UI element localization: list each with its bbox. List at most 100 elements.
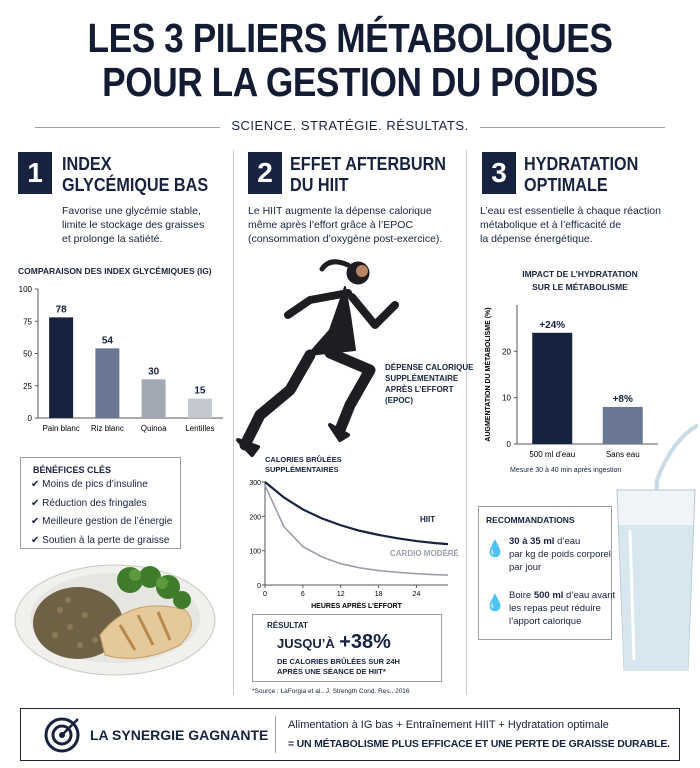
result-label: RÉSULTAT — [267, 621, 308, 630]
y-tick-label: 0 — [28, 414, 33, 423]
recommendation-line: d’eau — [557, 536, 581, 547]
x-tick-label: Quinoa — [141, 424, 167, 433]
annotation-line: SUPPLÉMENTAIRE — [385, 374, 459, 383]
line-series — [264, 485, 449, 576]
benefit: ✔ Meilleure gestion de l’énergie — [31, 516, 173, 527]
value-label: +24% — [539, 320, 565, 331]
result-line: DE CALORIES BRÛLÉES SUR 24H — [277, 657, 400, 666]
runner — [236, 259, 399, 457]
result-prefix: JUSQU’À — [277, 636, 335, 651]
annotation-line: (EPOC) — [385, 396, 413, 405]
chart-title: CALORIES BRÛLÉES SUPPLÉMENTAIRES — [265, 455, 342, 475]
x-tick-label: 0 — [263, 591, 267, 598]
divider — [466, 150, 467, 695]
y-tick-label: 50 — [23, 350, 32, 359]
recommendation: Boire 500 ml d’eau avant les repas peut … — [509, 589, 615, 628]
source: *Source : LaForgia et al., J. Strength C… — [252, 688, 410, 695]
bar — [95, 348, 120, 418]
description: limite le stockage des graisses — [62, 219, 205, 231]
benefits-title: BÉNÉFICES CLÉS — [33, 465, 112, 475]
chart-title-line: IMPACT DE L’HYDRATATION — [522, 269, 638, 279]
recommendation-lead: 30 à 35 ml — [509, 536, 555, 547]
pillar-title: EFFET AFTERBURN — [290, 154, 446, 174]
footer-title: LA SYNERGIE GAGNANTE — [90, 727, 269, 743]
chart-title: IMPACT DE L’HYDRATATION SUR LE MÉTABOLIS… — [490, 268, 670, 294]
description: métabolique et à l’efficacité de — [480, 219, 622, 231]
pillar-number: 3 — [482, 152, 516, 194]
description: Favorise une glycémie stable, — [62, 205, 201, 217]
recommendation-lead: 500 ml — [533, 590, 564, 601]
target-icon — [44, 717, 80, 753]
x-tick-label: Riz blanc — [91, 424, 124, 433]
pillar-title: HYDRATATION — [524, 154, 639, 174]
benefits-list: ✔ Moins de pics d’insuline ✔ Réduction d… — [31, 476, 172, 550]
annotation-line: APRÈS L’EFFORT — [385, 385, 454, 394]
recommendation-line: l’apport calorique — [509, 616, 582, 627]
food-bowl — [14, 564, 216, 676]
tagline: SCIENCE. STRATÉGIE. RÉSULTATS. — [231, 118, 469, 133]
bar — [187, 398, 212, 418]
recommendation-line: les repas peut réduire — [509, 603, 601, 614]
chart-title-line: SUR LE MÉTABOLISME — [532, 282, 628, 292]
line-series — [264, 481, 449, 546]
title-line: LES 3 PILIERS MÉTABOLIQUES — [87, 15, 613, 61]
chart-title: COMPARAISON DES INDEX GLYCÉMIQUES (IG) — [18, 266, 212, 276]
value-label: +8% — [613, 394, 633, 405]
result-value: +38% — [339, 631, 391, 653]
description: L’eau est essentielle à chaque réaction — [480, 205, 661, 217]
x-tick-label: Pain blanc — [42, 424, 79, 433]
drop-icon: 💧 — [485, 595, 505, 612]
pillar-number: 2 — [248, 152, 282, 194]
benefit: ✔ Soutien à la perte de graisse — [31, 534, 170, 546]
recommendation-line: par kg de poids corporel — [509, 549, 611, 560]
y-tick-label: 0 — [507, 440, 512, 449]
description: même après l’effort grâce à l’EPOC — [248, 219, 413, 231]
footer-box — [20, 708, 680, 761]
recommendation-intro: Boire — [509, 590, 532, 601]
result-box: RÉSULTAT JUSQU’À +38% DE CALORIES BRÛLÉE… — [252, 614, 442, 682]
description: la dépense énergétique. — [480, 233, 593, 245]
benefit-text: Réduction des fringales — [42, 497, 147, 509]
rule — [480, 127, 665, 128]
x-axis-label: HEURES APRÈS L’EFFORT — [311, 601, 402, 610]
y-tick-label: 10 — [502, 394, 511, 403]
x-tick-label: Sans eau — [606, 450, 640, 459]
bar — [141, 379, 166, 418]
pillar-title: DU HIIT — [290, 175, 349, 195]
chart-title-line: CALORIES BRÛLÉES — [265, 455, 342, 464]
pillar-title: OPTIMALE — [524, 175, 608, 195]
rule — [35, 127, 220, 128]
value-label: 30 — [148, 366, 160, 377]
pillar-title: INDEX — [62, 154, 112, 174]
bar-chart: 0 10 20 AUGMENTATION DU MÉTABOLISME (%) +24%… — [483, 305, 658, 459]
result-headline: JUSQU’À +38% — [277, 631, 391, 654]
benefit-text: Meilleure gestion de l’énergie — [42, 516, 173, 527]
annotation-line: DÉPENSE CALORIQUE — [385, 363, 474, 372]
x-tick-label: 24 — [413, 591, 421, 598]
x-tick-label: 12 — [337, 591, 345, 598]
annotation: DÉPENSE CALORIQUE SUPPLÉMENTAIRE APRÈS L… — [385, 362, 473, 406]
chart-note: Mesuré 30 à 40 min après ingestion — [510, 467, 622, 474]
value-label: 54 — [102, 335, 114, 346]
x-tick-label: Lentilles — [185, 424, 214, 433]
series-label: CARDIO MODÉRÉ — [390, 549, 458, 558]
recommendations-box: RECOMMANDATIONS 💧 30 à 35 ml d’eau par k… — [478, 506, 615, 640]
y-tick-label: 100 — [249, 549, 261, 556]
x-tick-label: 500 ml d’eau — [529, 450, 575, 459]
y-tick-label: 75 — [23, 317, 32, 326]
y-axis-label: AUGMENTATION DU MÉTABOLISME (%) — [483, 307, 492, 441]
recommendation: 30 à 35 ml d’eau par kg de poids corpore… — [509, 535, 611, 574]
water-glass — [616, 423, 700, 671]
description: Le HIIT augmente la dépense calorique — [248, 205, 432, 217]
benefit: ✔ Réduction des fringales — [31, 497, 147, 509]
drop-icon: 💧 — [485, 541, 505, 558]
y-tick-label: 100 — [19, 285, 33, 294]
y-tick-label: 200 — [249, 514, 261, 521]
pillar-title: GLYCÉMIQUE BAS — [62, 175, 209, 195]
result-text: DE CALORIES BRÛLÉES SUR 24H APRÈS UNE SÉ… — [277, 657, 400, 677]
series-label: HIIT — [420, 515, 435, 524]
bar — [532, 332, 573, 444]
footer-formula: Alimentation à IG bas + Entraînement HII… — [288, 719, 609, 731]
result-line: APRÈS UNE SÉANCE DE HIIT* — [277, 667, 386, 676]
